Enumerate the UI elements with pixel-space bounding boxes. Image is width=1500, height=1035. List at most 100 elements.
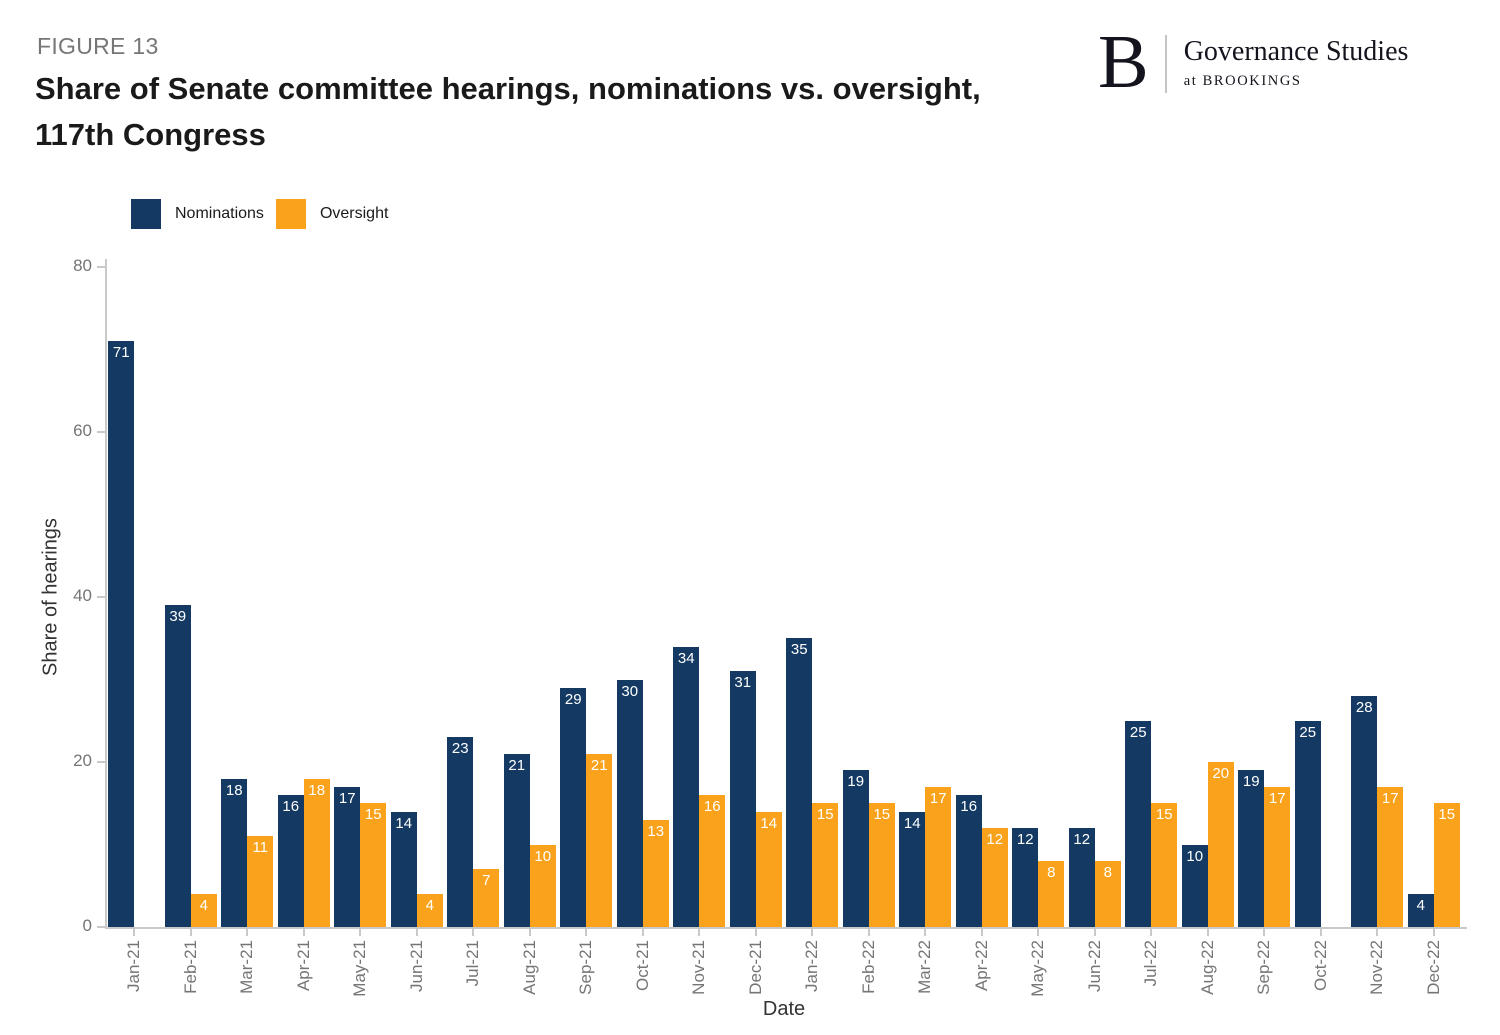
x-tick-mark xyxy=(528,929,531,936)
bar-nominations-feb-21: 39 xyxy=(164,605,191,927)
x-tick-mark xyxy=(189,929,192,936)
bar-value-label: 14 xyxy=(395,814,413,832)
bar-group-sep-21: 29 21 xyxy=(560,267,613,927)
bar-group-may-21: 17 15 xyxy=(334,267,387,927)
bar-oversight-jan-22: 15 xyxy=(812,803,839,927)
x-tick-mark xyxy=(1150,929,1153,936)
bar-nominations-jul-22: 25 xyxy=(1125,720,1152,927)
bar-value-label: 35 xyxy=(790,641,808,659)
x-tick-label: Dec-21 xyxy=(745,940,765,995)
chart-legend: Nominations Oversight xyxy=(131,199,400,229)
bar-group-dec-22: 4 15 xyxy=(1407,267,1460,927)
bar-oversight-apr-22: 12 xyxy=(981,828,1008,927)
bar-oversight-may-21: 15 xyxy=(360,803,387,927)
bar-oversight-feb-21: 4 xyxy=(190,894,217,927)
x-tick-label: Sep-21 xyxy=(576,940,596,995)
x-tick-label-wrap: Dec-21 xyxy=(745,940,765,1022)
x-tick-label-wrap: Aug-22 xyxy=(1197,940,1217,1022)
bar-group-sep-22: 19 17 xyxy=(1238,267,1291,927)
x-tick-label-wrap: Mar-21 xyxy=(237,940,256,1022)
x-tick-label-wrap: Oct-22 xyxy=(1311,940,1330,1022)
x-tick-label-wrap: Nov-21 xyxy=(689,940,708,1022)
y-tick-label: 0 xyxy=(82,916,92,935)
bar-value-label: 14 xyxy=(903,814,921,832)
bar-nominations-mar-22: 14 xyxy=(899,811,926,927)
bar-oversight-apr-21: 18 xyxy=(303,778,330,927)
bar-value-label: 10 xyxy=(534,847,552,865)
bar-group-aug-22: 10 20 xyxy=(1181,267,1234,927)
y-tick-mark xyxy=(97,596,105,598)
logo-divider xyxy=(1164,35,1167,93)
x-tick-mark xyxy=(811,929,814,936)
bar-value-label: 30 xyxy=(621,682,639,700)
bar-nominations-oct-21: 30 xyxy=(616,679,643,927)
x-tick-label-wrap: Jan-21 xyxy=(124,940,143,1022)
x-tick-mark xyxy=(641,929,644,936)
bar-nominations-jun-22: 12 xyxy=(1068,828,1095,927)
bar-value-label: 15 xyxy=(1155,806,1173,824)
bar-value-label: 15 xyxy=(1438,806,1456,824)
bar-value-label: 7 xyxy=(482,872,491,890)
x-tick-label-wrap: Jun-22 xyxy=(1085,940,1104,1022)
bar-value-label: 4 xyxy=(1416,897,1425,914)
x-tick-mark xyxy=(472,929,475,936)
x-tick-label-wrap: Feb-22 xyxy=(858,940,878,1022)
bar-value-label: 4 xyxy=(425,897,434,914)
bar-group-mar-21: 18 11 xyxy=(221,267,274,927)
x-tick-label: Aug-22 xyxy=(1197,940,1217,995)
figure-label: FIGURE 13 xyxy=(37,33,159,59)
x-tick-mark xyxy=(1432,929,1435,936)
bar-nominations-jan-22: 35 xyxy=(786,638,813,927)
y-tick-mark xyxy=(97,431,105,433)
x-tick-mark xyxy=(133,929,136,936)
y-tick-label: 40 xyxy=(73,586,92,605)
bar-group-feb-21: 39 4 xyxy=(164,267,217,927)
x-tick-label-wrap: Jul-22 xyxy=(1141,940,1160,1022)
bar-value-label: 15 xyxy=(364,806,382,824)
bar-group-jun-22: 12 8 xyxy=(1068,267,1121,927)
bar-nominations-jan-21: 71 xyxy=(108,341,135,927)
x-tick-label-wrap: Mar-22 xyxy=(915,940,935,1022)
bar-nominations-dec-22: 4 xyxy=(1407,894,1434,927)
x-tick-label-wrap: Jun-21 xyxy=(407,940,426,1022)
bar-oversight-aug-21: 10 xyxy=(529,844,556,927)
legend-swatch-nominations xyxy=(131,199,161,229)
x-tick-label: May-21 xyxy=(350,940,370,997)
x-tick-mark xyxy=(1376,929,1379,936)
bar-nominations-may-21: 17 xyxy=(334,786,361,927)
bar-value-label: 16 xyxy=(703,798,721,815)
bar-group-feb-22: 19 15 xyxy=(842,267,895,927)
bar-value-label: 28 xyxy=(1355,699,1373,716)
bar-group-mar-22: 14 17 xyxy=(899,267,952,927)
x-tick-mark xyxy=(924,929,927,936)
bar-value-label: 17 xyxy=(929,789,947,807)
x-tick-mark xyxy=(698,929,701,936)
x-tick-label: Jul-21 xyxy=(463,940,483,987)
bar-value-label: 13 xyxy=(647,822,665,840)
bar-oversight-oct-21: 13 xyxy=(642,819,669,927)
x-tick-mark xyxy=(980,929,983,936)
bar-oversight-dec-21: 14 xyxy=(755,811,782,927)
x-tick-mark xyxy=(585,929,588,936)
legend-label: Oversight xyxy=(319,205,389,222)
x-tick-label-wrap: Apr-22 xyxy=(972,940,991,1022)
x-tick-label-wrap: Apr-21 xyxy=(294,940,313,1022)
y-tick-mark xyxy=(97,761,105,763)
bar-group-oct-21: 30 13 xyxy=(616,267,669,927)
x-tick-label-wrap: Dec-22 xyxy=(1424,940,1443,1022)
bar-nominations-aug-22: 10 xyxy=(1181,844,1208,927)
x-tick-label: Feb-22 xyxy=(858,940,878,994)
bar-value-label: 8 xyxy=(1103,864,1112,881)
bar-value-label: 12 xyxy=(1073,831,1091,848)
bar-group-oct-22: 25 xyxy=(1294,267,1347,927)
bar-value-label: 19 xyxy=(1242,773,1260,791)
bar-oversight-mar-22: 17 xyxy=(925,786,952,927)
bar-value-label: 31 xyxy=(734,674,752,692)
bar-nominations-may-22: 12 xyxy=(1012,828,1039,927)
x-tick-label: Mar-22 xyxy=(915,940,935,994)
bar-value-label: 15 xyxy=(873,806,891,824)
x-tick-label: Jan-22 xyxy=(802,940,822,992)
x-tick-label-wrap: Oct-21 xyxy=(633,940,652,1022)
bar-value-label: 15 xyxy=(816,806,834,824)
